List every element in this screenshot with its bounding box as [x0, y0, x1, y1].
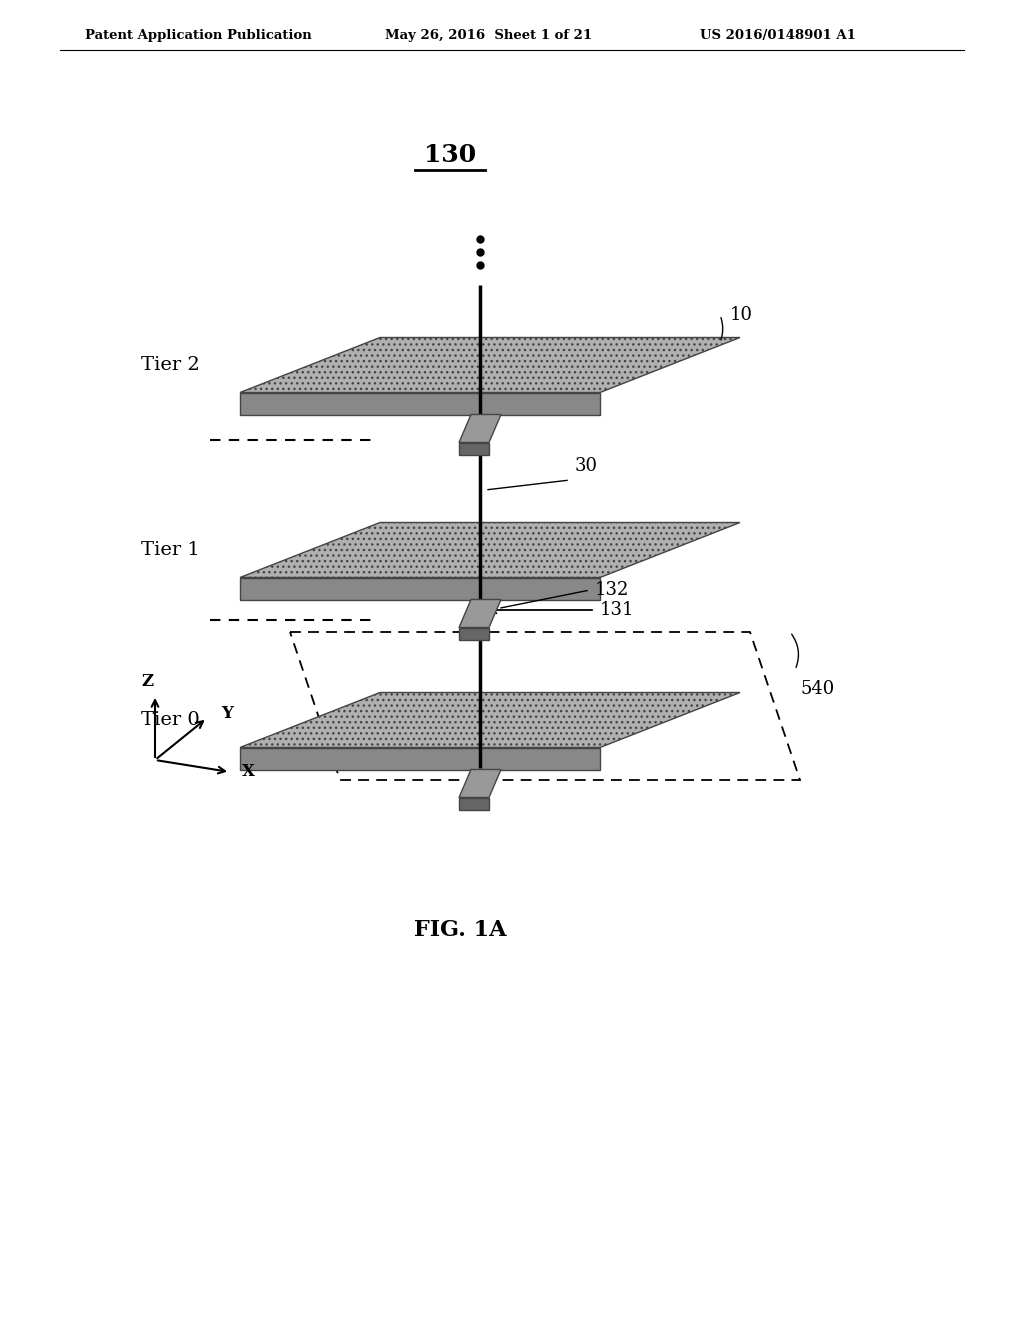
Text: 131: 131 [600, 601, 635, 619]
Polygon shape [240, 578, 600, 599]
Text: May 26, 2016  Sheet 1 of 21: May 26, 2016 Sheet 1 of 21 [385, 29, 592, 41]
Text: X: X [242, 763, 255, 780]
Text: Z: Z [141, 672, 153, 689]
Text: Tier 0: Tier 0 [141, 711, 200, 729]
Polygon shape [240, 693, 740, 747]
Polygon shape [240, 747, 600, 770]
Polygon shape [459, 414, 501, 442]
Text: Tier 1: Tier 1 [141, 541, 200, 558]
Polygon shape [459, 627, 489, 639]
Text: 10: 10 [730, 306, 753, 323]
Text: US 2016/0148901 A1: US 2016/0148901 A1 [700, 29, 856, 41]
Text: 30: 30 [575, 457, 598, 475]
Polygon shape [459, 599, 501, 627]
Text: Patent Application Publication: Patent Application Publication [85, 29, 311, 41]
Text: 132: 132 [595, 581, 630, 599]
Text: FIG. 1A: FIG. 1A [414, 919, 506, 941]
Text: Tier 2: Tier 2 [141, 356, 200, 374]
Polygon shape [459, 770, 501, 797]
Polygon shape [459, 442, 489, 454]
Polygon shape [240, 523, 740, 578]
Polygon shape [459, 797, 489, 809]
Text: Y: Y [221, 705, 232, 722]
Polygon shape [240, 392, 600, 414]
Text: 540: 540 [800, 680, 835, 698]
Text: 130: 130 [424, 143, 476, 168]
Polygon shape [240, 338, 740, 392]
